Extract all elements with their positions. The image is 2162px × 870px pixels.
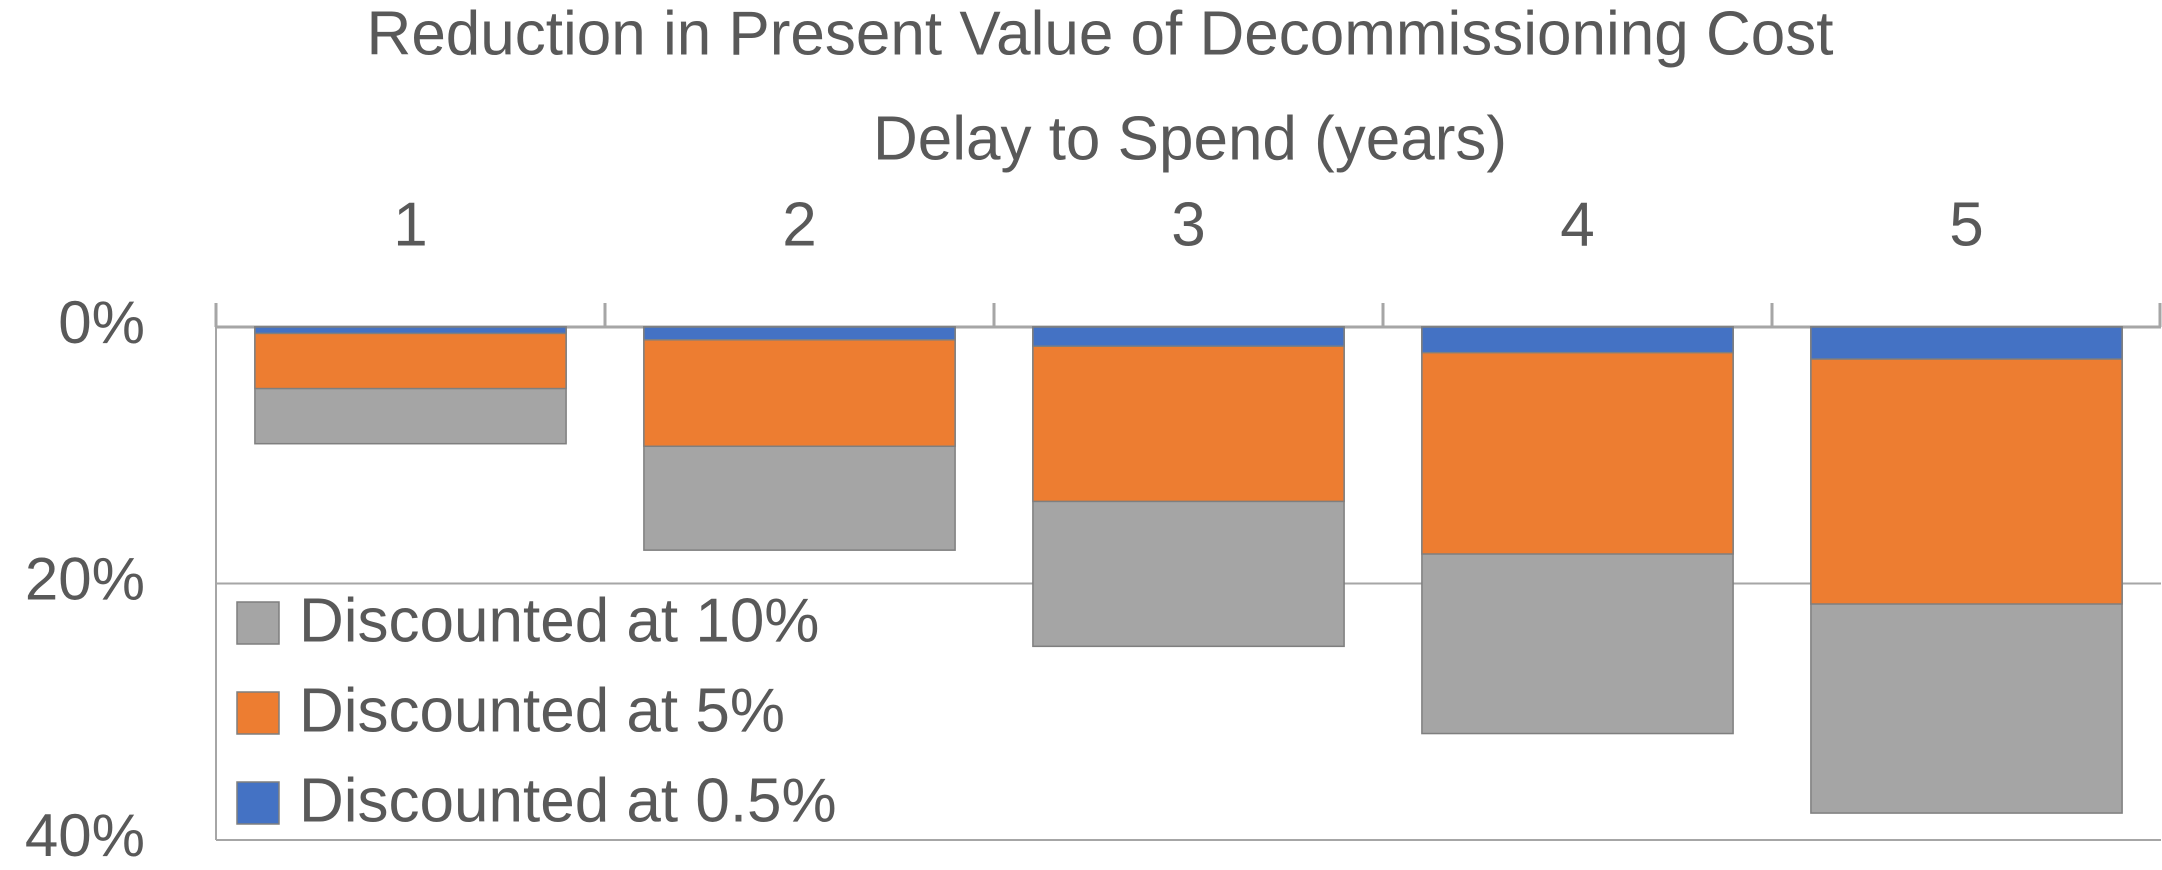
bar [254,326,567,335]
x-tick-label: 2 [782,190,816,259]
x-axis-title: Delay to Spend (years) [873,104,1507,173]
x-tick-label: 1 [393,190,427,259]
bar [643,326,956,341]
bar [1032,326,1345,347]
legend-swatch [236,781,280,825]
x-tick-label: 4 [1560,190,1594,259]
y-tick-label: 40% [25,802,145,869]
legend-label: Discounted at 5% [299,676,785,745]
bar [643,326,956,448]
x-tick-label: 3 [1171,190,1205,259]
bar [1421,326,1734,354]
bar [254,326,567,390]
bar [1810,326,2123,605]
legend-swatch [236,601,280,645]
chart-title: Reduction in Present Value of Decommissi… [367,0,1834,68]
bar [1810,326,2123,360]
legend-label: Discounted at 10% [299,586,819,655]
x-tick-label: 5 [1949,190,1983,259]
y-tick-label: 0% [58,289,145,356]
bar [1032,326,1345,503]
legend-label: Discounted at 0.5% [299,766,837,835]
bar [1421,326,1734,555]
legend-swatch [236,691,280,735]
y-tick-label: 20% [25,545,145,612]
